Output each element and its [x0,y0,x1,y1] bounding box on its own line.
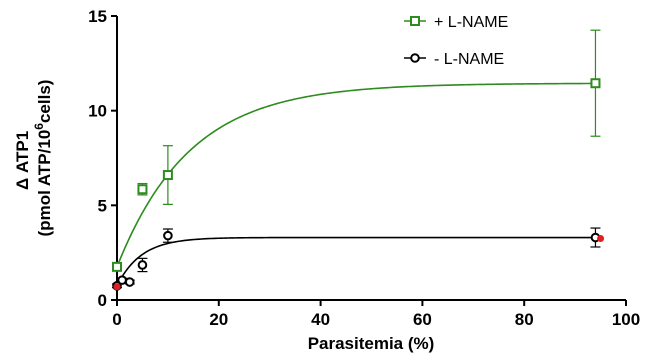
data-point-square [162,170,173,181]
data-point-circle [124,277,135,287]
y-axis-title-prefix: (pmol ATP/10 [35,130,54,237]
legend-marker-circle [410,53,420,63]
legend-marker-square [410,16,420,26]
fit-curves [116,82,601,287]
axes: 0 20 40 60 80 100 0 5 10 15 [88,7,640,329]
x-tick-label: 60 [413,310,432,329]
y-axis-title-line2: (pmol ATP/106cells) [32,80,54,237]
error-bars [112,29,601,289]
data-markers [112,78,605,291]
y-axis-title: Δ ATP1 (pmol ATP/106cells) [13,80,54,237]
x-tick-label: 80 [515,310,534,329]
y-tick-label: 0 [98,291,107,310]
y-axis-title-sup: 6 [32,123,46,130]
x-tick-label: 100 [612,310,640,329]
data-point-circle [137,260,148,270]
data-point-circle [163,230,173,241]
data-point-square [137,184,148,195]
y-axis-title-suffix: cells) [35,80,54,123]
highlight-point [113,283,121,291]
y-axis-title-line1: Δ ATP1 [13,131,32,190]
legend-label: - L-NAME [434,51,504,68]
x-tick-label: 40 [311,310,330,329]
x-tick-label: 0 [112,310,121,329]
y-tick-label: 15 [88,7,107,26]
x-axis-title: Parasitemia (%) [308,334,435,353]
legend: + L-NAME - L-NAME [404,14,508,68]
y-tick-label: 5 [98,196,107,215]
data-point-square [112,261,122,272]
fit-curve [116,236,601,287]
y-tick-label: 10 [88,102,107,121]
x-tick-label: 20 [209,310,228,329]
data-point-square [590,78,601,89]
highlight-point [597,234,605,242]
legend-label: + L-NAME [434,14,508,31]
data-point-circle [117,275,127,285]
fit-curve [116,82,601,268]
